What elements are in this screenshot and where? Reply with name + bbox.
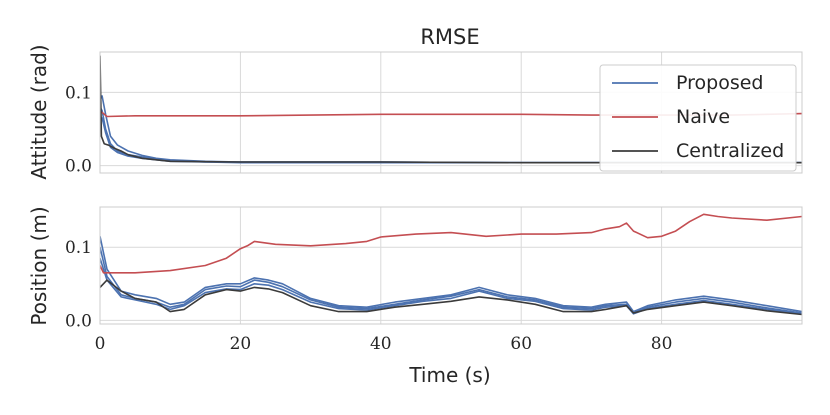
x-tick-label: 40 xyxy=(370,334,392,354)
legend-label-naive: Naive xyxy=(676,106,730,128)
series-line-centralized xyxy=(100,279,802,316)
legend-label-proposed: Proposed xyxy=(676,72,763,94)
series-line-naive xyxy=(100,213,802,274)
series-line-proposed xyxy=(100,236,802,313)
axes-frame xyxy=(99,51,803,174)
y-tick-label: 0.1 xyxy=(65,238,92,258)
series-line-proposed xyxy=(100,257,802,315)
x-tick-label: 80 xyxy=(651,334,673,354)
x-tick-label: 20 xyxy=(230,334,252,354)
y-tick-label: 0.0 xyxy=(65,157,92,177)
x-axis-label: Time (s) xyxy=(408,363,490,387)
chart-title: RMSE xyxy=(420,25,479,49)
legend-label-centralized: Centralized xyxy=(676,140,784,162)
subplot-0: 0.0 0.1 xyxy=(65,51,803,177)
subplot-1: 0 20 40 60 80 0.0 0.1 xyxy=(65,206,803,354)
y-tick-label: 0.1 xyxy=(65,83,92,103)
plot-area-group: 0.0 0.1 0 20 40 60 80 0.0 0.1 xyxy=(65,51,803,354)
legend: Proposed Naive Centralized xyxy=(599,64,797,172)
x-tick-label: 60 xyxy=(510,334,532,354)
axes-frame xyxy=(99,206,803,325)
y-axis-label-position: Position (m) xyxy=(27,206,51,325)
legend-box xyxy=(599,64,797,172)
series-line-centralized xyxy=(100,55,802,164)
y-axis-label-attitude: Attitude (rad) xyxy=(27,44,51,179)
series-line-proposed xyxy=(100,247,802,314)
y-tick-label: 0.0 xyxy=(65,311,92,331)
x-tick-label: 0 xyxy=(95,334,106,354)
